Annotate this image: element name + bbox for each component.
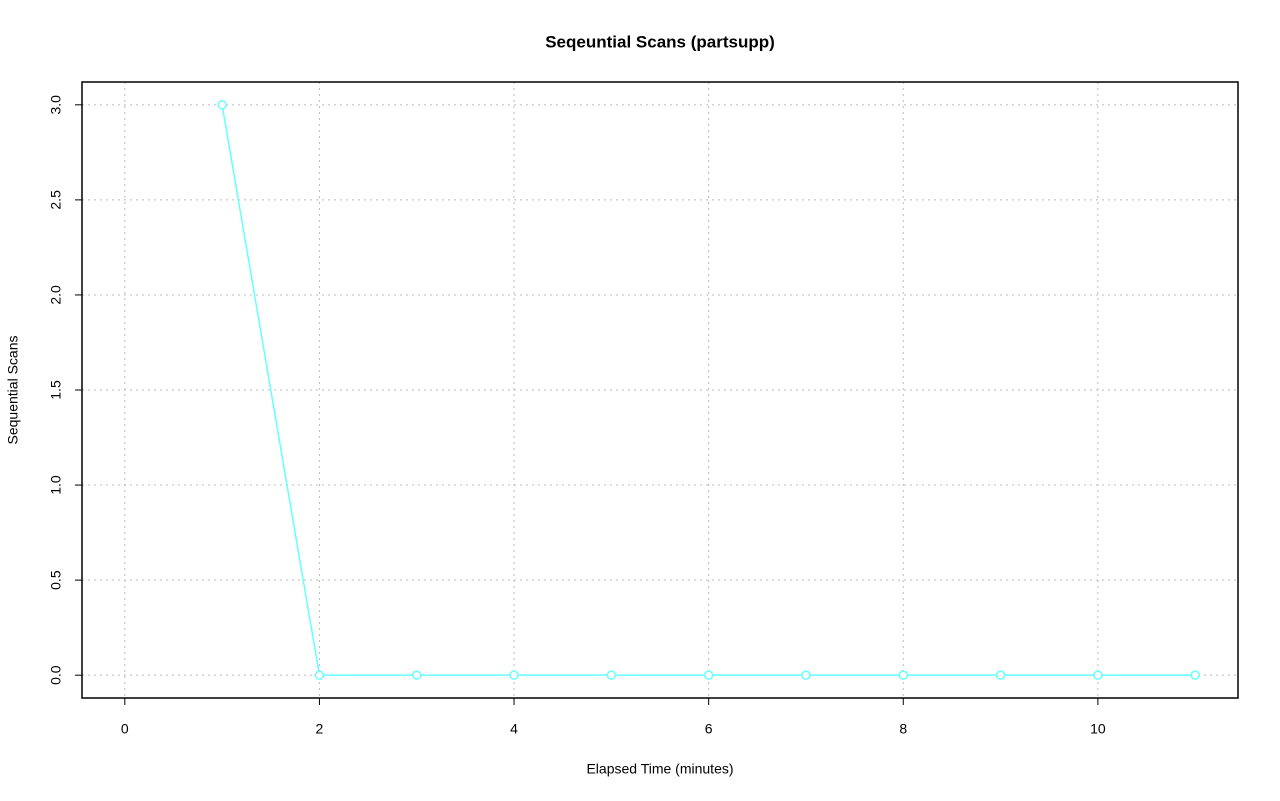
x-axis-label: Elapsed Time (minutes) (586, 761, 733, 777)
y-tick-label: 2.5 (48, 190, 64, 210)
plot-frame (81, 81, 1239, 699)
x-tick-label: 8 (899, 721, 907, 737)
data-point (703, 670, 714, 680)
data-point (1190, 670, 1200, 680)
x-tick-label: 0 (121, 721, 129, 737)
data-point (314, 670, 325, 680)
y-axis-label: Sequential Scans (5, 336, 21, 445)
chart-title: Seqeuntial Scans (partsupp) (545, 32, 775, 51)
y-tick-label: 0.5 (48, 570, 64, 590)
data-point (801, 670, 811, 680)
x-tick-label: 6 (705, 721, 713, 737)
data-point (1093, 670, 1103, 680)
x-tick-label: 2 (316, 721, 324, 737)
data-point (898, 670, 909, 680)
y-tick-label: 1.5 (48, 380, 64, 400)
y-tick-label: 1.0 (48, 475, 64, 495)
y-tick-label: 2.0 (48, 285, 64, 305)
x-tick-label: 4 (510, 721, 518, 737)
data-point (995, 670, 1006, 680)
data-point (217, 100, 227, 110)
data-point (606, 670, 617, 680)
data-point (509, 670, 519, 680)
y-tick-label: 3.0 (48, 95, 64, 115)
data-point (411, 670, 422, 680)
x-tick-label: 10 (1090, 721, 1106, 737)
y-tick-label: 0.0 (48, 665, 64, 685)
